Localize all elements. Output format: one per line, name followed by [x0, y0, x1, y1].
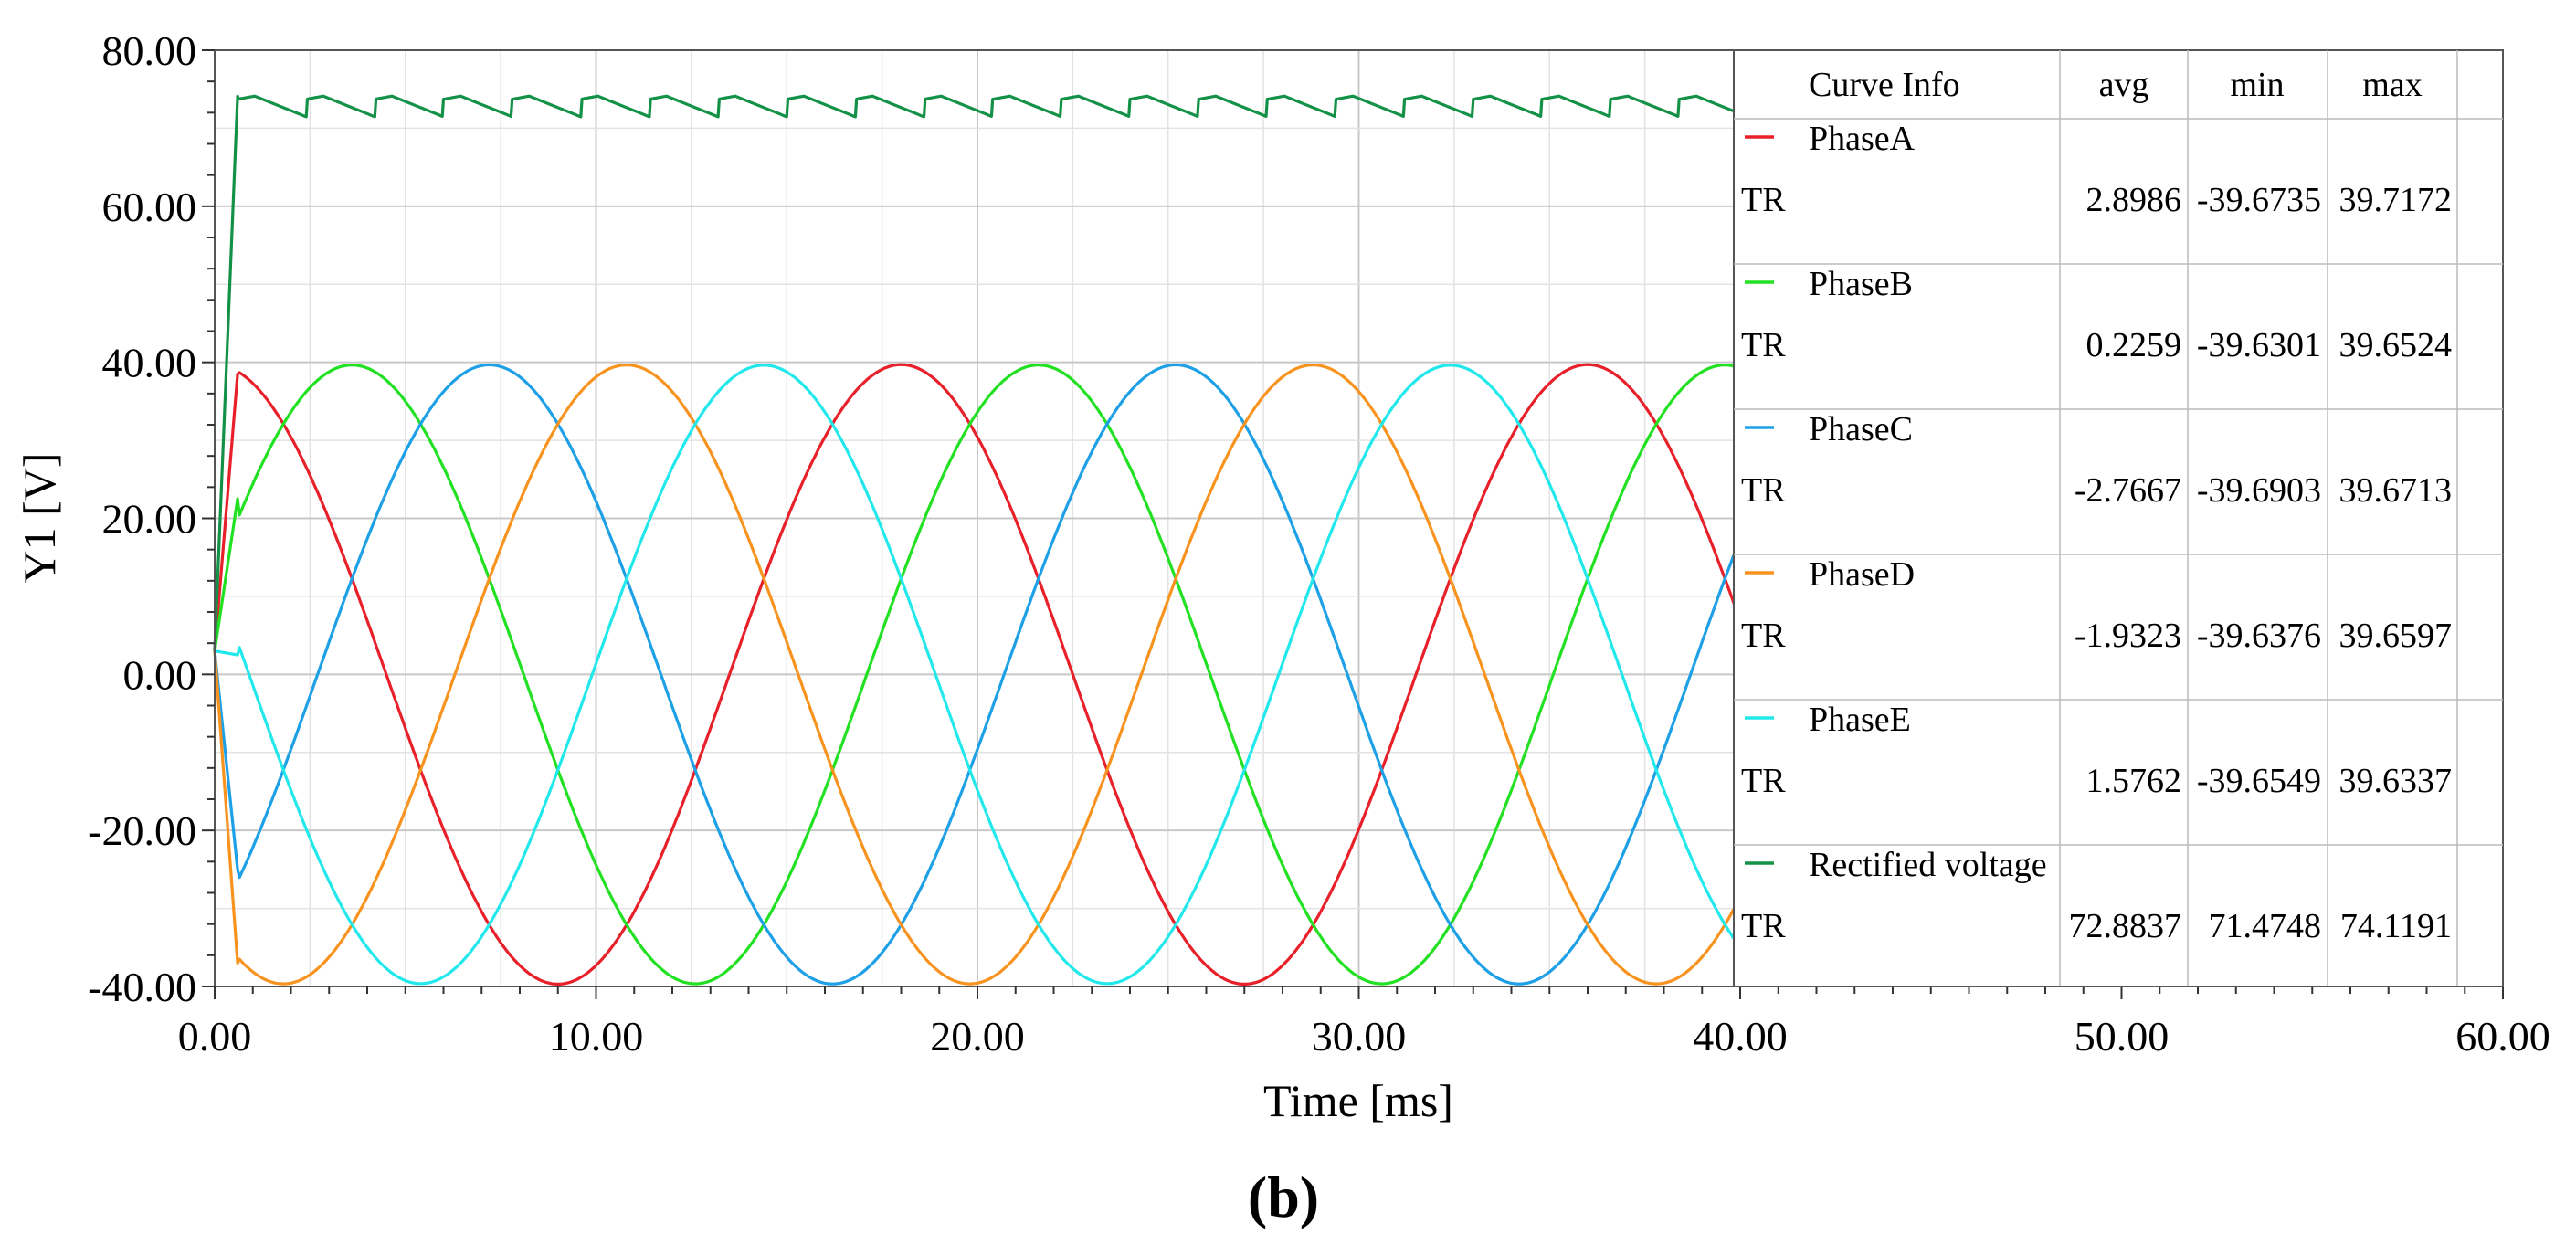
legend-grid: [1734, 50, 2503, 986]
legend-entry-max: 74.1191: [2340, 907, 2452, 945]
y-tick-label: 0.00: [123, 651, 197, 698]
legend: Curve Info avg min max PhaseA TR 2.8986 -39.673…: [1733, 49, 2504, 987]
y-tick-label: 60.00: [102, 184, 197, 230]
legend-header: max: [2362, 66, 2422, 104]
x-tick-label: 0.00: [178, 1013, 252, 1060]
y-tick-label: 80.00: [102, 27, 197, 74]
legend-entry-source: TR: [1741, 907, 1786, 945]
legend-entry-source: TR: [1741, 762, 1786, 800]
y-tick-label: -20.00: [88, 807, 196, 854]
minor-ticks: [202, 49, 2504, 999]
legend-header: Curve Info: [1809, 66, 1960, 104]
legend-entry-min: -39.6903: [2197, 471, 2321, 510]
series-line-phasea: [213, 363, 1738, 986]
legend-entry-source: TR: [1741, 471, 1786, 510]
legend-entry-source: TR: [1741, 181, 1786, 219]
legend-entry-avg: -1.9323: [2075, 617, 2181, 655]
legend-header: min: [2230, 66, 2284, 104]
y-tick-label: -40.00: [88, 964, 196, 1010]
legend-entry-min: 71.4748: [2209, 907, 2322, 945]
series-line-rectified-voltage: [213, 94, 1737, 651]
legend-entry-name: PhaseD: [1809, 555, 1915, 594]
legend-entry-avg: 2.8986: [2086, 181, 2182, 219]
legend-content: Curve Info avg min max PhaseA TR 2.8986 -39.673…: [1741, 66, 2452, 945]
x-tick-label: 30.00: [1312, 1013, 1407, 1060]
panel-label: (b): [1248, 1165, 1319, 1229]
y-axis-title: Y1 [V]: [14, 452, 65, 583]
legend-entry-max: 39.7172: [2339, 181, 2453, 219]
legend-entry-name: PhaseB: [1809, 265, 1913, 303]
legend-entry-min: -39.6376: [2197, 617, 2321, 655]
legend-entry-name: PhaseA: [1809, 120, 1916, 158]
series-line-phasee: [214, 364, 1738, 986]
x-axis-tick-labels: 0.00 10.00 20.00 30.00 40.00 50.00 60.00: [178, 1013, 2550, 1060]
legend-entry-avg: -2.7667: [2075, 471, 2181, 510]
legend-entry-source: TR: [1741, 617, 1786, 655]
legend-entry-min: -39.6549: [2197, 762, 2321, 800]
legend-background: [1733, 49, 2504, 987]
legend-entry-name: PhaseE: [1809, 701, 1911, 739]
legend-entry-max: 39.6597: [2339, 617, 2453, 655]
legend-entry-avg: 72.8837: [2069, 907, 2182, 945]
y-tick-label: 20.00: [102, 496, 197, 543]
y-axis-tick-labels: -40.00 -20.00 0.00 20.00 40.00 60.00 80.00: [88, 27, 196, 1010]
legend-entry-max: 39.6713: [2339, 471, 2453, 510]
x-tick-label: 10.00: [549, 1013, 644, 1060]
series-line-phaseb: [213, 364, 1737, 986]
x-tick-label: 60.00: [2455, 1013, 2550, 1060]
x-tick-label: 50.00: [2075, 1013, 2170, 1060]
legend-entry-name: Rectified voltage: [1809, 846, 2047, 884]
x-axis-title: Time [ms]: [1263, 1075, 1453, 1126]
legend-entry-avg: 1.5762: [2086, 762, 2182, 800]
series-line-phased: [213, 364, 1738, 986]
x-tick-label: 40.00: [1693, 1013, 1788, 1060]
legend-entry-avg: 0.2259: [2086, 326, 2182, 364]
legend-entry-max: 39.6337: [2339, 762, 2453, 800]
series-line-phasec: [213, 363, 1738, 986]
legend-header: avg: [2099, 66, 2149, 104]
legend-entry-max: 39.6524: [2339, 326, 2453, 364]
legend-entry-source: TR: [1741, 326, 1786, 364]
legend-entry-min: -39.6301: [2197, 326, 2321, 364]
y-tick-label: 40.00: [102, 340, 197, 386]
legend-entry-min: -39.6735: [2197, 181, 2321, 219]
series-layer: [213, 94, 1738, 986]
x-tick-label: 20.00: [930, 1013, 1025, 1060]
legend-entry-name: PhaseC: [1809, 410, 1913, 448]
